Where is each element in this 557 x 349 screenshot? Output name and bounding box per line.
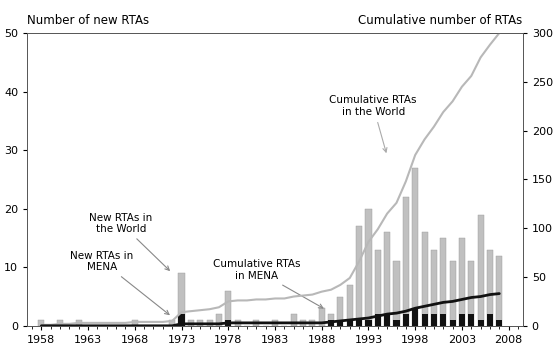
Bar [384,314,390,326]
Bar [291,314,297,326]
Bar [234,320,241,326]
Text: Cumulative number of RTAs: Cumulative number of RTAs [359,14,522,27]
Bar [440,314,446,326]
Bar [225,291,231,326]
Bar [468,261,475,326]
Bar [338,320,344,326]
Bar [309,320,315,326]
Bar [403,197,409,326]
Bar [76,320,82,326]
Bar [468,314,475,326]
Bar [356,320,362,326]
Bar [38,320,45,326]
Bar [216,314,222,326]
Bar [449,261,456,326]
Bar [440,238,446,326]
Bar [412,308,418,326]
Bar [57,320,63,326]
Bar [132,320,138,326]
Bar [431,250,437,326]
Bar [347,320,353,326]
Bar [365,209,372,326]
Bar [422,314,428,326]
Bar [253,320,260,326]
Bar [477,215,483,326]
Bar [393,320,399,326]
Bar [431,314,437,326]
Bar [365,320,372,326]
Text: Cumulative RTAs
in the World: Cumulative RTAs in the World [329,95,417,152]
Bar [328,320,334,326]
Bar [375,250,381,326]
Bar [188,320,194,326]
Bar [178,273,184,326]
Text: New RTAs in
MENA: New RTAs in MENA [71,251,169,314]
Bar [300,320,306,326]
Bar [328,314,334,326]
Bar [384,232,390,326]
Bar [459,238,465,326]
Bar [496,255,502,326]
Text: Cumulative RTAs
in MENA: Cumulative RTAs in MENA [213,259,323,308]
Text: New RTAs in
the World: New RTAs in the World [89,213,169,270]
Bar [477,320,483,326]
Bar [169,320,175,326]
Bar [449,320,456,326]
Bar [347,285,353,326]
Bar [207,320,213,326]
Bar [393,261,399,326]
Bar [412,168,418,326]
Bar [338,297,344,326]
Bar [356,226,362,326]
Bar [496,320,502,326]
Bar [319,308,325,326]
Bar [197,320,203,326]
Bar [422,232,428,326]
Bar [487,314,493,326]
Bar [225,320,231,326]
Bar [403,314,409,326]
Bar [487,250,493,326]
Bar [459,314,465,326]
Text: Number of new RTAs: Number of new RTAs [27,14,149,27]
Bar [178,314,184,326]
Bar [375,314,381,326]
Bar [272,320,278,326]
